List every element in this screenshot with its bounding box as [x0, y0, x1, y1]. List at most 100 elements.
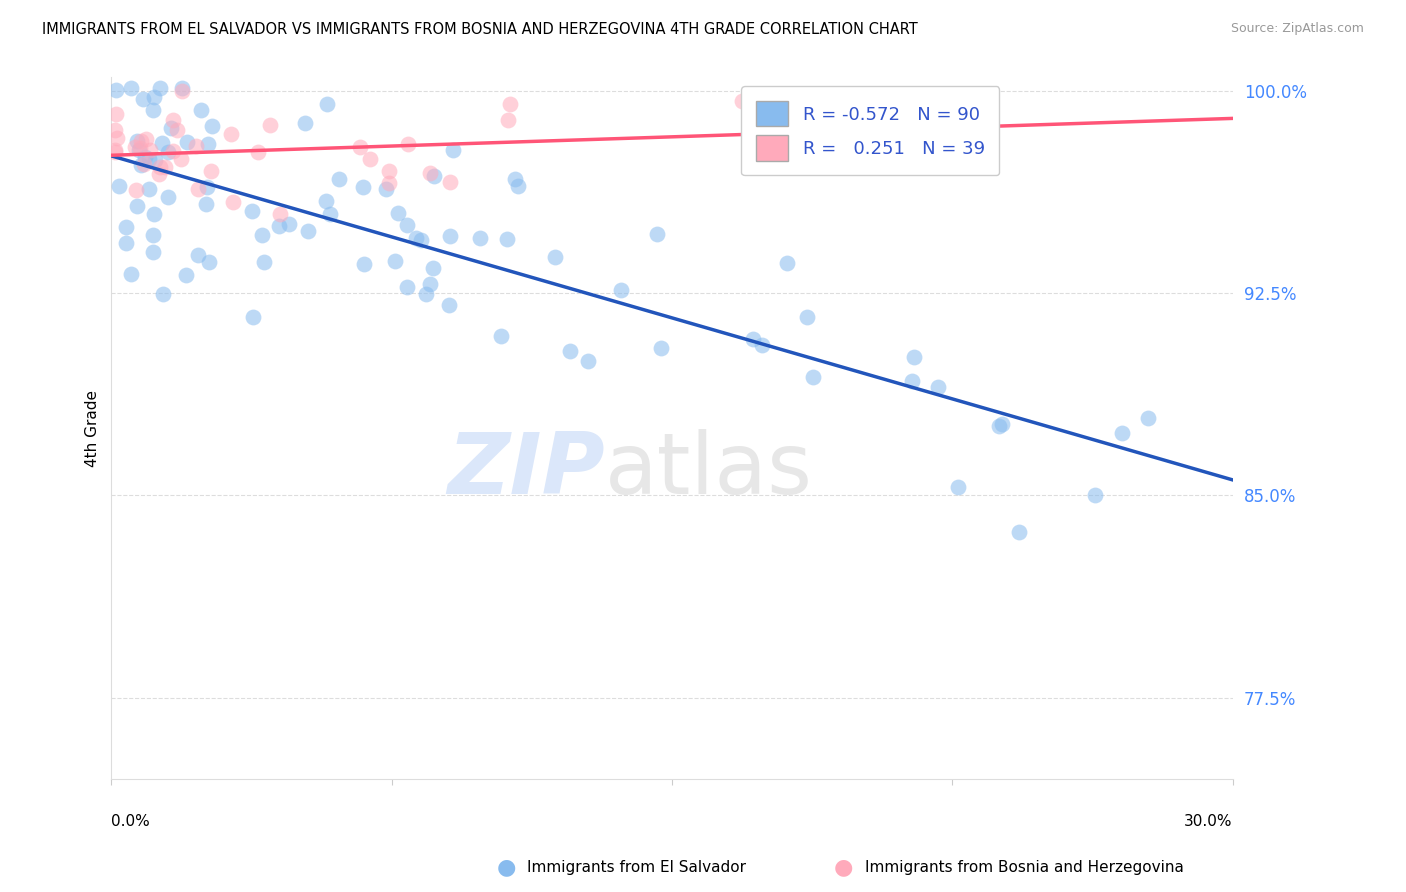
- Point: [796, 310, 818, 325]
- Point: [219, 128, 242, 142]
- Point: [277, 217, 299, 231]
- Point: [142, 207, 165, 221]
- Point: [645, 227, 668, 241]
- Point: [506, 178, 529, 193]
- Point: [142, 103, 165, 118]
- Point: [170, 152, 193, 166]
- Point: [359, 153, 381, 167]
- Point: [115, 220, 138, 235]
- Point: [384, 254, 406, 268]
- Point: [396, 136, 419, 151]
- Point: [353, 257, 375, 271]
- Point: [252, 227, 274, 242]
- Point: [138, 153, 160, 167]
- Point: [143, 153, 166, 167]
- Point: [124, 139, 146, 153]
- Point: [222, 194, 245, 209]
- Point: [198, 254, 221, 268]
- Point: [104, 123, 127, 137]
- Point: [129, 158, 152, 172]
- Point: [104, 144, 127, 158]
- Point: [901, 375, 924, 389]
- Point: [176, 135, 198, 149]
- Point: [149, 161, 172, 175]
- Point: [395, 218, 418, 232]
- Point: [187, 182, 209, 196]
- Point: [157, 145, 180, 160]
- Point: [948, 479, 970, 493]
- Point: [150, 136, 173, 151]
- Point: [768, 117, 790, 131]
- Point: [240, 204, 263, 219]
- Point: [195, 180, 218, 194]
- Point: [174, 268, 197, 282]
- Point: [387, 206, 409, 220]
- Point: [134, 150, 156, 164]
- Point: [499, 96, 522, 111]
- Text: atlas: atlas: [605, 428, 813, 512]
- Point: [149, 81, 172, 95]
- Point: [105, 130, 128, 145]
- Point: [120, 81, 142, 95]
- Point: [138, 182, 160, 196]
- Point: [135, 132, 157, 146]
- Point: [742, 332, 765, 346]
- Point: [170, 84, 193, 98]
- Point: [162, 145, 184, 159]
- Text: ●: ●: [834, 857, 853, 877]
- Point: [107, 178, 129, 193]
- Point: [495, 232, 517, 246]
- Point: [352, 179, 374, 194]
- Point: [170, 81, 193, 95]
- Point: [1111, 426, 1133, 441]
- Point: [491, 329, 513, 343]
- Point: [242, 310, 264, 324]
- Point: [731, 94, 754, 108]
- Point: [114, 236, 136, 251]
- Point: [1136, 411, 1159, 425]
- Point: [422, 260, 444, 275]
- Point: [316, 97, 339, 112]
- Point: [125, 184, 148, 198]
- Point: [776, 256, 799, 270]
- Point: [439, 175, 461, 189]
- Point: [200, 119, 222, 133]
- Point: [903, 350, 925, 364]
- Point: [294, 116, 316, 130]
- Point: [990, 417, 1012, 431]
- Point: [409, 233, 432, 247]
- Text: ●: ●: [496, 857, 516, 877]
- Text: ZIP: ZIP: [447, 428, 605, 512]
- Point: [269, 207, 291, 221]
- Point: [544, 250, 567, 264]
- Point: [166, 123, 188, 137]
- Point: [576, 353, 599, 368]
- Point: [160, 120, 183, 135]
- Point: [267, 219, 290, 234]
- Point: [470, 231, 492, 245]
- Point: [439, 229, 461, 244]
- Point: [1084, 488, 1107, 502]
- Text: Immigrants from El Salvador: Immigrants from El Salvador: [527, 860, 747, 874]
- Point: [801, 370, 824, 384]
- Point: [152, 286, 174, 301]
- Point: [1008, 524, 1031, 539]
- Point: [422, 169, 444, 184]
- Point: [197, 136, 219, 151]
- Text: 30.0%: 30.0%: [1184, 814, 1233, 829]
- Point: [259, 119, 281, 133]
- Point: [104, 145, 127, 159]
- Point: [186, 139, 208, 153]
- Point: [419, 166, 441, 180]
- Text: Source: ZipAtlas.com: Source: ZipAtlas.com: [1230, 22, 1364, 36]
- Point: [609, 283, 631, 297]
- Point: [441, 143, 464, 157]
- Point: [138, 143, 160, 157]
- Point: [498, 113, 520, 128]
- Legend: R = -0.572   N = 90, R =   0.251   N = 39: R = -0.572 N = 90, R = 0.251 N = 39: [741, 87, 1000, 176]
- Point: [349, 140, 371, 154]
- Point: [195, 197, 218, 211]
- Point: [246, 145, 269, 160]
- Point: [134, 156, 156, 170]
- Point: [419, 277, 441, 291]
